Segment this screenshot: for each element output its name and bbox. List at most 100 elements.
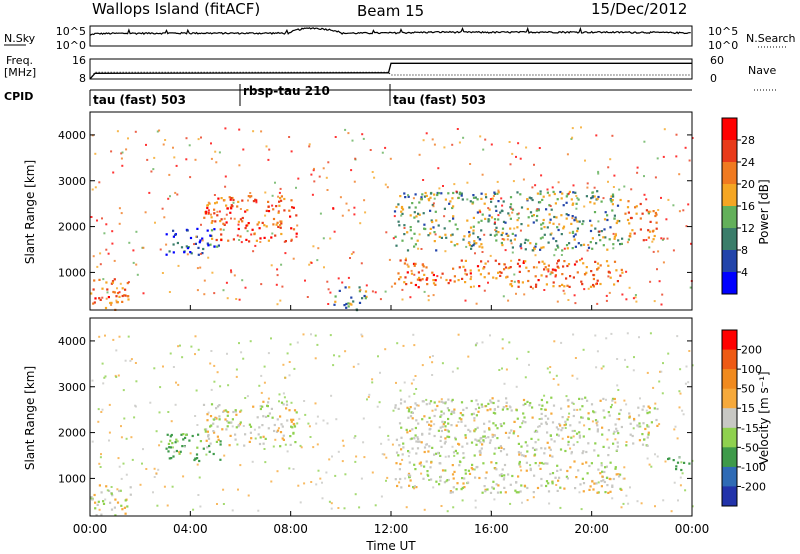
heatmap-cell [510,285,514,288]
heatmap-cell [373,176,376,179]
heatmap-cell [590,462,593,465]
heatmap-cell [347,132,350,135]
heatmap-cell [614,423,617,426]
heatmap-cell [226,207,229,210]
heatmap-cell [472,232,475,235]
heatmap-cell [533,248,536,250]
heatmap-cell [516,262,520,265]
heatmap-cell [541,198,544,201]
heatmap-cell [237,488,239,491]
heatmap-cell [510,242,513,245]
heatmap-cell [614,438,617,441]
x-axis-title: Time UT [365,539,416,553]
heatmap-cell [452,217,455,220]
heatmap-cell [546,188,549,191]
heatmap-cell [440,276,442,279]
heatmap-cell [212,430,215,433]
heatmap-cell [541,404,544,407]
heatmap-cell [350,303,353,306]
heatmap-cell [109,501,112,504]
colorbar-tick-label: 24 [741,156,755,169]
heatmap-cell [277,211,280,214]
heatmap-cell [672,249,675,252]
heatmap-cell [568,242,571,245]
heatmap-cell [691,137,694,139]
heatmap-cell [611,397,615,400]
heatmap-cell [234,410,237,413]
heatmap-cell [600,200,603,203]
heatmap-cell [519,425,522,429]
heatmap-cell [502,422,506,425]
heatmap-cell [623,466,626,469]
heatmap-cell [518,258,521,262]
heatmap-cell [493,234,497,237]
heatmap-cell [94,186,97,189]
heatmap-cell [547,241,550,244]
heatmap-cell [511,232,514,235]
heatmap-cell [574,487,577,490]
heatmap-cell [613,214,616,217]
heatmap-cell [239,464,242,467]
heatmap-cell [561,437,564,440]
heatmap-cell [562,265,565,268]
heatmap-cell [458,464,461,467]
heatmap-cell [506,275,509,278]
heatmap-cell [573,429,576,432]
heatmap-cell [554,269,557,272]
heatmap-cell [563,285,566,288]
heatmap-cell [423,446,427,449]
heatmap-cell [165,243,168,246]
heatmap-cell [508,431,511,434]
heatmap-cell [216,210,219,213]
heatmap-cell [255,201,258,204]
heatmap-cell [591,420,594,423]
heatmap-cell [516,191,519,194]
heatmap-cell [571,127,574,130]
heatmap-cell [517,491,520,494]
heatmap-cell [220,233,223,236]
heatmap-cell [369,149,372,151]
heatmap-cell [550,271,553,274]
heatmap-cell [557,259,560,262]
heatmap-cell [239,410,242,413]
heatmap-cell [517,142,520,145]
heatmap-cell [551,482,554,485]
heatmap-cell [210,221,213,224]
heatmap-cell [473,285,475,288]
heatmap-cell [465,245,468,248]
heatmap-cell [511,211,514,214]
heatmap-cell [353,180,356,183]
heatmap-cell [519,245,522,248]
heatmap-cell [448,220,451,223]
heatmap-cell [273,423,276,427]
heatmap-cell [103,376,106,379]
heatmap-cell [639,425,642,428]
heatmap-cell [460,194,463,197]
heatmap-cell [547,490,551,493]
heatmap-cell [495,230,498,233]
heatmap-cell [676,437,679,440]
heatmap-cell [574,233,577,236]
heatmap-cell [607,264,610,267]
heatmap-cell [384,146,387,149]
heatmap-cell [591,480,594,483]
heatmap-cell [262,442,265,445]
heatmap-cell [489,399,492,402]
heatmap-cell [163,485,166,488]
heatmap-cell [606,248,609,251]
heatmap-cell [519,490,522,493]
heatmap-cell [585,450,588,454]
heatmap-cell [571,203,574,206]
heatmap-cell [177,345,180,348]
heatmap-cell [608,477,611,480]
heatmap-cell [540,408,543,411]
colorbar-swatch [722,388,737,409]
heatmap-cell [199,505,202,508]
heatmap-cell [572,414,575,418]
heatmap-cell [409,229,412,232]
heatmap-cell [459,412,462,415]
heatmap-cell [259,407,262,411]
heatmap-cell [270,407,273,410]
heatmap-cell [224,127,227,130]
